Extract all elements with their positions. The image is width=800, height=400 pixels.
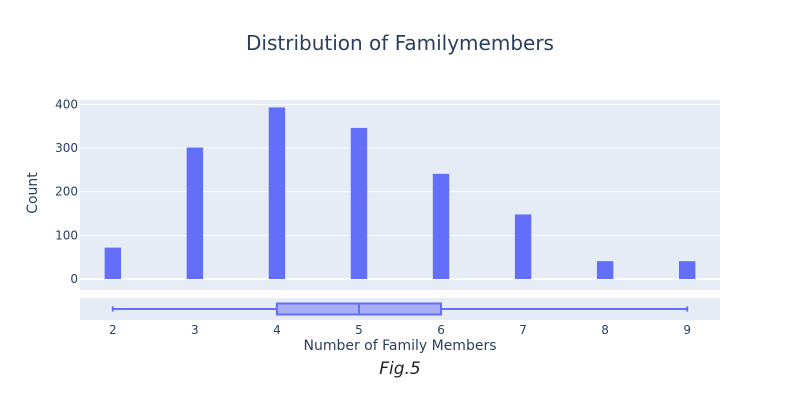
bar-5 — [350, 127, 368, 280]
chart-title: Distribution of Familymembers — [246, 31, 554, 55]
x-tick-label: 7 — [519, 323, 527, 337]
x-tick-labels: 2 3 4 5 6 7 8 9 — [109, 323, 691, 337]
x-tick-label: 4 — [273, 323, 281, 337]
x-tick-label: 5 — [355, 323, 363, 337]
x-tick-label: 8 — [601, 323, 609, 337]
y-tick-label: 100 — [55, 228, 78, 242]
y-axis-title: Count — [25, 172, 41, 214]
bar-2 — [104, 247, 122, 280]
y-tick-label: 200 — [55, 185, 78, 199]
x-axis-title: Number of Family Members — [303, 338, 496, 354]
marginal-boxplot — [111, 302, 689, 316]
y-tick-labels: 0 100 200 300 400 — [55, 97, 78, 286]
bar-3 — [186, 147, 204, 280]
bar-8 — [596, 261, 614, 280]
x-tick-label: 6 — [437, 323, 445, 337]
y-tick-label: 0 — [70, 272, 78, 286]
y-tick-label: 300 — [55, 141, 78, 155]
x-tick-label: 2 — [109, 323, 117, 337]
figure-caption: Fig.5 — [379, 359, 421, 379]
bars — [104, 107, 696, 280]
bar-4 — [268, 107, 286, 280]
bar-9 — [678, 261, 696, 280]
bar-7 — [514, 214, 532, 280]
main-plot-area — [80, 100, 720, 290]
y-tick-label: 400 — [55, 97, 78, 111]
bar-6 — [432, 173, 450, 280]
x-tick-label: 3 — [191, 323, 199, 337]
x-tick-label: 9 — [683, 323, 691, 337]
